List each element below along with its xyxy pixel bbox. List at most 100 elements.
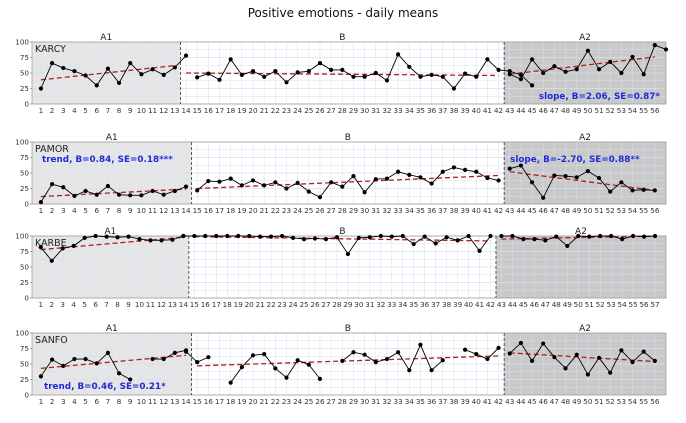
x-tick-label: 29	[343, 300, 353, 309]
x-tick-label: 2	[49, 300, 54, 309]
data-point	[563, 174, 568, 179]
data-point	[49, 258, 54, 263]
x-tick-label: 35	[409, 300, 418, 309]
data-point	[206, 71, 211, 76]
data-point	[407, 368, 412, 373]
x-tick-label: 22	[267, 300, 276, 309]
data-point	[630, 233, 636, 239]
x-tick-label: 51	[594, 206, 603, 215]
x-tick-label: 30	[354, 300, 364, 309]
x-tick-label: 45	[527, 397, 536, 406]
x-tick-label: 15	[190, 300, 199, 309]
data-point	[161, 72, 166, 77]
x-tick-label: 44	[516, 206, 526, 215]
data-point	[596, 175, 602, 181]
x-tick-label: 44	[516, 106, 526, 115]
x-tick-label: 41	[483, 397, 492, 406]
x-tick-label: 15	[193, 106, 202, 115]
x-tick-label: 40	[472, 206, 482, 215]
data-point	[203, 233, 208, 239]
y-tick-label: 50	[20, 360, 30, 369]
data-point	[150, 67, 155, 72]
x-tick-label: 53	[607, 300, 616, 309]
x-tick-label: 6	[93, 300, 98, 309]
data-point	[105, 66, 111, 71]
y-tick-label: 50	[20, 69, 30, 78]
x-tick-label: 50	[583, 106, 593, 115]
data-point	[378, 233, 383, 239]
data-point	[440, 169, 445, 174]
data-point	[206, 178, 211, 184]
x-tick-label: 55	[639, 106, 648, 115]
data-point	[94, 192, 99, 197]
x-tick-label: 22	[271, 206, 280, 215]
x-tick-label: 28	[338, 106, 348, 115]
data-point	[61, 65, 66, 71]
data-point	[462, 71, 468, 76]
annotation-label: trend, B=0.46, SE=0.21*	[44, 382, 166, 392]
data-point	[396, 169, 401, 174]
data-point	[418, 175, 423, 180]
x-tick-label: 26	[315, 206, 325, 215]
x-tick-label: 37	[431, 300, 440, 309]
data-point	[576, 233, 581, 239]
data-point	[38, 86, 44, 91]
x-tick-label: 1	[39, 106, 44, 115]
x-tick-label: 27	[321, 300, 330, 309]
x-tick-label: 19	[237, 397, 247, 406]
x-tick-label: 20	[245, 300, 255, 309]
data-point	[250, 353, 256, 358]
data-point	[262, 351, 267, 357]
data-point	[82, 235, 87, 240]
x-tick-label: 42	[494, 106, 503, 115]
x-tick-label: 4	[72, 206, 77, 215]
data-point	[105, 183, 111, 189]
x-tick-label: 6	[94, 397, 99, 406]
data-point	[367, 235, 372, 240]
participant-label: KARBE	[35, 238, 67, 249]
x-tick-label: 19	[237, 206, 247, 215]
data-point	[183, 349, 189, 354]
x-tick-label: 20	[248, 106, 258, 115]
y-tick-label: 100	[15, 232, 29, 241]
x-tick-label: 31	[371, 397, 380, 406]
x-tick-label: 16	[201, 300, 211, 309]
data-point	[418, 342, 423, 347]
x-tick-label: 16	[204, 397, 214, 406]
x-tick-label: 49	[572, 397, 582, 406]
x-tick-label: 21	[256, 300, 265, 309]
data-point	[269, 234, 274, 239]
data-point	[38, 374, 44, 379]
data-point	[585, 48, 590, 53]
x-tick-label: 3	[61, 106, 66, 115]
y-tick-label: 25	[20, 184, 29, 193]
x-tick-label: 33	[387, 300, 396, 309]
x-tick-label: 1	[39, 206, 44, 215]
data-point	[192, 233, 197, 239]
data-point	[273, 366, 278, 371]
data-point	[61, 185, 66, 190]
x-tick-label: 3	[60, 300, 65, 309]
data-point	[150, 188, 155, 194]
data-point	[407, 172, 412, 177]
x-tick-label: 2	[50, 206, 55, 215]
x-tick-label: 31	[371, 206, 380, 215]
phase-label-a2: A2	[579, 33, 591, 43]
x-tick-label: 2	[50, 106, 55, 115]
data-point	[116, 371, 122, 376]
data-point	[563, 69, 568, 74]
data-point	[529, 180, 535, 185]
x-tick-label: 10	[137, 206, 147, 215]
x-tick-label: 44	[508, 300, 518, 309]
data-point	[429, 181, 434, 186]
data-point	[541, 341, 546, 346]
phase-label-a1: A1	[106, 133, 118, 143]
x-tick-label: 28	[338, 397, 348, 406]
x-tick-label: 46	[539, 206, 549, 215]
data-point	[104, 234, 109, 239]
x-tick-label: 38	[449, 106, 459, 115]
x-tick-label: 35	[416, 106, 425, 115]
x-tick-label: 6	[94, 206, 99, 215]
x-tick-label: 52	[606, 106, 615, 115]
x-tick-label: 39	[461, 397, 471, 406]
